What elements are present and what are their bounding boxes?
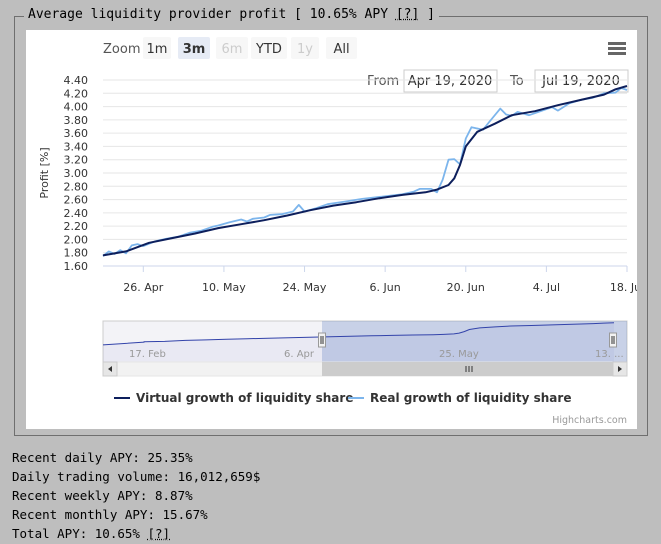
range-button-1y: 1y (291, 37, 319, 59)
navigator-right-handle[interactable] (609, 332, 617, 348)
stat-total-apy-text: Total APY: 10.65% (12, 526, 148, 541)
range-button-all[interactable]: All (326, 37, 357, 59)
y-tick-label: 1.60 (64, 260, 89, 273)
title-suffix: ] (419, 7, 435, 22)
handle-body (609, 332, 617, 348)
navigator-series-fill (103, 322, 614, 362)
to-label: To (509, 74, 524, 89)
credits[interactable]: Highcharts.com (552, 415, 627, 426)
range-button-ytd[interactable]: YTD (251, 37, 287, 59)
navigator-label: 13. ... (595, 349, 624, 360)
chart-panel: Zoom 1m 3m 6m YTD 1y All From Apr 19, 2020 To Jul … (26, 30, 644, 429)
navigator-left-handle[interactable] (318, 332, 326, 348)
y-tick-label: 2.40 (64, 207, 89, 220)
from-date-input[interactable] (403, 69, 498, 93)
x-tick-label: 4. Jul (533, 281, 560, 294)
x-axis: 26. Apr 10. May 24. May 6. Jun 20. Jun 4. Jul… (103, 265, 644, 294)
from-label: From (367, 74, 399, 89)
y-tick-label: 2.00 (64, 233, 89, 246)
navigator-label: 25. May (439, 349, 479, 360)
navigator-scrollbar-thumb[interactable] (322, 362, 613, 376)
y-axis-title: Profit [%] (38, 147, 51, 198)
y-tick-label: 3.40 (64, 140, 89, 153)
range-button-label: 6m (222, 42, 243, 57)
total-apy-help-link[interactable]: [?] (147, 526, 171, 541)
x-tick-label: 6. Jun (370, 281, 401, 294)
legend-item-virtual[interactable]: Virtual growth of liquidity share (114, 391, 353, 405)
stat-daily-volume: Daily trading volume: 16,012,659$ (12, 469, 261, 484)
legend-label: Real growth of liquidity share (370, 391, 571, 405)
x-tick-label: 26. Apr (123, 281, 163, 294)
from-date-value[interactable]: Apr 19, 2020 (408, 74, 493, 89)
zoom-label: Zoom (103, 42, 140, 57)
range-button-bg (291, 37, 319, 59)
legend-label: Virtual growth of liquidity share (136, 391, 353, 405)
help-link[interactable]: [?] (395, 7, 420, 22)
real-growth-line (102, 87, 628, 257)
y-tick-label: 3.60 (64, 127, 89, 140)
handle-body (318, 332, 326, 348)
stat-daily-apy: Recent daily APY: 25.35% (12, 450, 193, 465)
to-date-input[interactable] (534, 69, 629, 93)
legend: Virtual growth of liquidity share Real gr… (114, 391, 571, 405)
navigator-series (102, 322, 615, 346)
navigator-label: 6. Apr (284, 349, 315, 360)
range-button-bg (216, 37, 248, 59)
profit-chart: Zoom 1m 3m 6m YTD 1y All From Apr 19, 2020 To Jul … (38, 37, 644, 426)
range-button-label: 1m (147, 42, 168, 57)
range-button-label: All (333, 42, 349, 57)
range-button-bg (251, 37, 287, 59)
range-button-1m[interactable]: 1m (143, 37, 171, 59)
x-tick-label: 20. Jun (447, 281, 485, 294)
menu-icon-bar (608, 47, 626, 50)
menu-icon-bar (608, 52, 626, 55)
navigator-selection[interactable] (322, 321, 627, 362)
y-tick-label: 1.80 (64, 247, 89, 260)
range-button-6m: 6m (216, 37, 248, 59)
range-button-bg (143, 37, 171, 59)
to-date-value[interactable]: Jul 19, 2020 (541, 74, 620, 89)
x-tick-label: 10. May (202, 281, 246, 294)
menu-icon-bar (608, 42, 626, 45)
legend-item-real[interactable]: Real growth of liquidity share (348, 391, 571, 405)
range-button-label: 3m (183, 42, 206, 57)
series-lines (102, 85, 628, 257)
y-tick-label: 4.20 (64, 87, 89, 100)
navigator: 17. Feb 6. Apr 25. May 13. ... (102, 320, 628, 377)
y-tick-label: 3.00 (64, 167, 89, 180)
stat-monthly-apy: Recent monthly APY: 15.67% (12, 507, 208, 522)
y-axis: 1.601.802.002.202.402.602.803.003.203.40… (38, 74, 88, 273)
range-selector: Zoom 1m 3m 6m YTD 1y All From Apr 19, 2020 To Jul … (103, 37, 629, 93)
y-tick-label: 3.20 (64, 154, 89, 167)
range-button-label: 1y (297, 42, 313, 57)
stat-total-apy: Total APY: 10.65% [?] (12, 524, 260, 543)
y-tick-label: 2.60 (64, 194, 89, 207)
x-tick-label: 24. May (283, 281, 327, 294)
stat-weekly-apy: Recent weekly APY: 8.87% (12, 488, 193, 503)
range-button-label: YTD (255, 42, 282, 57)
y-tick-label: 2.80 (64, 180, 89, 193)
navigator-label: 17. Feb (129, 349, 166, 360)
range-button-bg (178, 37, 210, 59)
y-tick-label: 3.80 (64, 114, 89, 127)
title-prefix: Average liquidity provider profit [ 10.6… (28, 7, 396, 22)
range-button-3m[interactable]: 3m (178, 37, 210, 59)
y-tick-label: 4.40 (64, 74, 89, 87)
y-tick-label: 4.00 (64, 101, 89, 114)
navigator-area (102, 320, 628, 363)
x-tick-label: 18. Jul (610, 281, 637, 294)
y-tick-label: 2.20 (64, 220, 89, 233)
scroll-right-arrow-icon (618, 366, 622, 372)
virtual-growth-line (102, 85, 628, 257)
scroll-left-arrow-icon (108, 366, 112, 372)
widget-title: Average liquidity provider profit [ 10.6… (24, 7, 439, 23)
range-button-bg (326, 37, 357, 59)
menu-icon[interactable] (608, 42, 626, 55)
stats-block: Recent daily APY: 25.35% Daily trading v… (12, 448, 260, 543)
